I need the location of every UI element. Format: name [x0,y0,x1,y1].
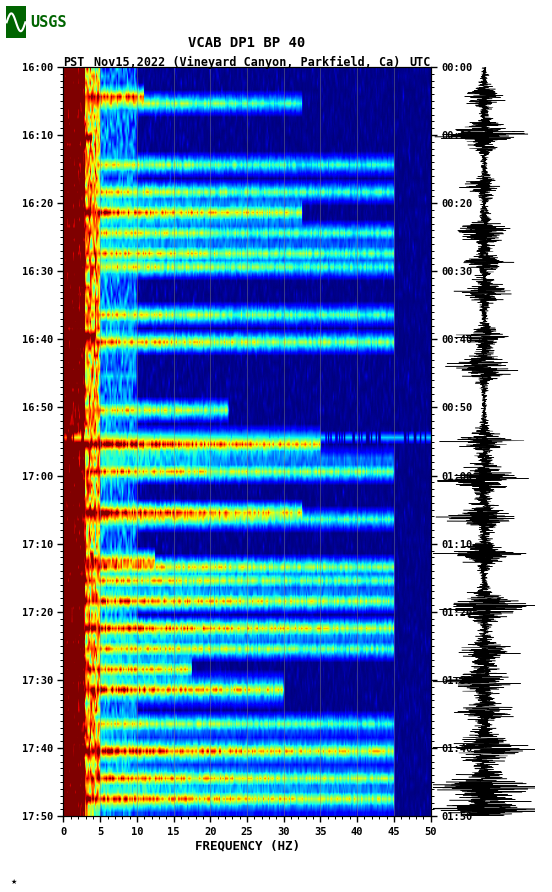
Text: UTC: UTC [409,56,431,69]
Text: ★: ★ [11,879,17,885]
FancyBboxPatch shape [6,6,26,38]
Text: USGS: USGS [30,15,67,29]
Text: VCAB DP1 BP 40: VCAB DP1 BP 40 [188,36,306,50]
Text: Nov15,2022 (Vineyard Canyon, Parkfield, Ca): Nov15,2022 (Vineyard Canyon, Parkfield, … [94,56,400,69]
X-axis label: FREQUENCY (HZ): FREQUENCY (HZ) [194,839,300,853]
Text: PST: PST [63,56,85,69]
